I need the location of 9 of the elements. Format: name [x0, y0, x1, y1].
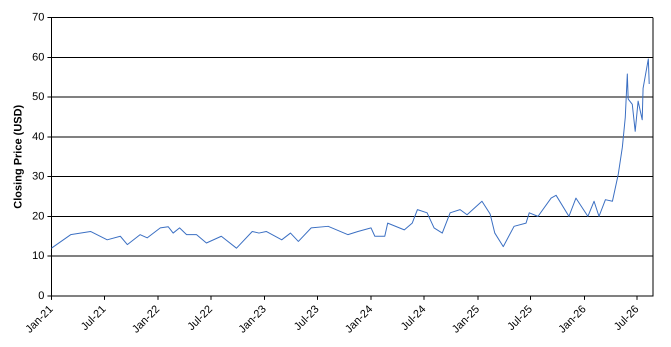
y-tick-label: 0 [38, 290, 44, 302]
y-tick-label: 40 [32, 130, 44, 143]
y-tick-label: 50 [32, 91, 44, 104]
y-tick-label: 20 [32, 210, 44, 222]
y-tick-label: 30 [32, 170, 44, 183]
y-tick-label: 60 [32, 51, 44, 64]
y-tick-label: 10 [32, 250, 44, 262]
y-tick-label: 70 [32, 12, 44, 24]
y-axis-title: Closing Price (USD) [12, 104, 25, 209]
